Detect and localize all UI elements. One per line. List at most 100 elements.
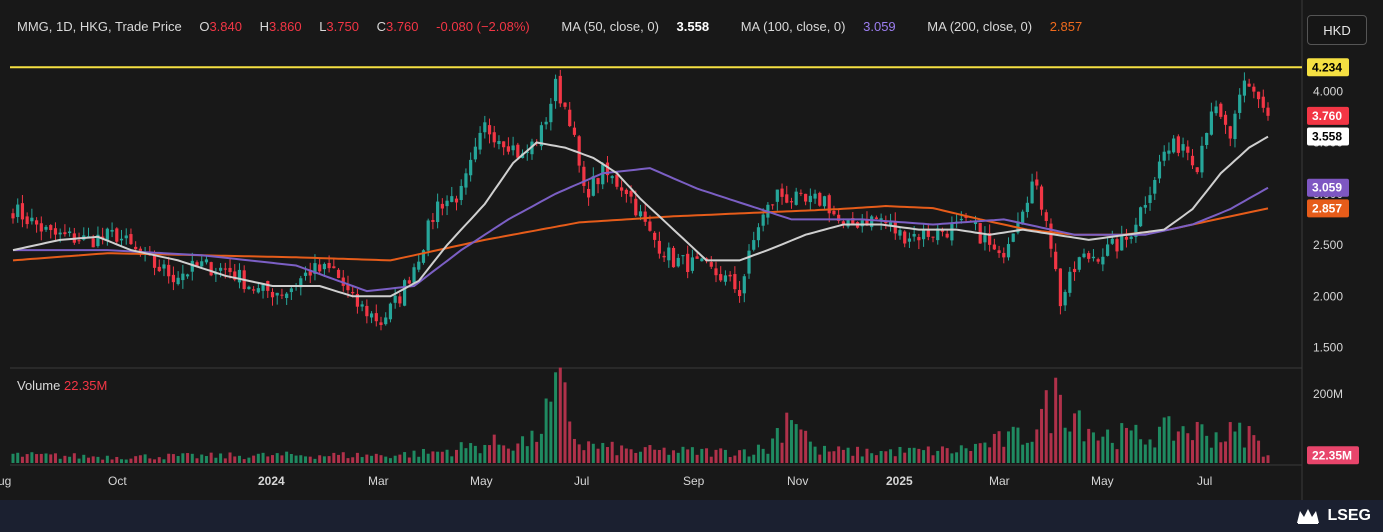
candle-body	[988, 233, 992, 245]
candle	[563, 102, 567, 110]
candle	[827, 193, 831, 223]
candle-body	[322, 263, 326, 270]
volume-bar	[940, 446, 944, 463]
ma50-line	[12, 135, 1269, 298]
candle-body	[34, 220, 39, 225]
candle	[478, 126, 482, 155]
volume-bar	[285, 451, 289, 463]
candle-body	[1025, 202, 1029, 212]
candle	[997, 245, 1001, 258]
volume-bar	[58, 458, 62, 463]
candle-body	[327, 262, 331, 269]
candle	[719, 266, 723, 283]
candle-body	[1143, 204, 1147, 208]
volume-bar	[341, 452, 345, 463]
candle	[190, 252, 194, 281]
candle	[124, 228, 128, 245]
candle	[115, 227, 119, 245]
volume-bar	[242, 459, 246, 463]
y-tick-label: 1.500	[1313, 341, 1343, 355]
candle-body	[384, 317, 388, 325]
volume-bar	[488, 445, 492, 463]
volume-bar	[643, 447, 647, 463]
volume-bar	[1068, 431, 1072, 463]
volume-bar	[1087, 428, 1091, 463]
price-chart[interactable]: 4.0003.5003.0002.5002.0001.500200M4.2343…	[0, 0, 1383, 500]
volume-bar	[105, 455, 109, 463]
volume-bar	[742, 449, 746, 463]
candle-body	[421, 250, 426, 263]
candle-body	[252, 289, 256, 291]
candle-body	[742, 276, 746, 294]
candle	[1058, 268, 1063, 315]
candle-body	[624, 189, 628, 194]
volume-bar	[91, 456, 95, 463]
price-label-ma100: 3.059	[1307, 178, 1349, 197]
volume-bar	[662, 447, 666, 463]
x-tick-label: May	[470, 474, 493, 488]
candle	[822, 195, 827, 209]
volume-bar	[1157, 426, 1161, 463]
volume-bar	[25, 454, 29, 463]
candle-body	[917, 237, 921, 241]
candle-body	[912, 233, 916, 237]
candle-body	[1006, 244, 1011, 258]
chart-legend: MMG, 1D, HKG, Trade Price O3.840 H3.860 …	[17, 19, 1082, 34]
volume-bar	[733, 455, 737, 463]
candle-body	[865, 219, 869, 226]
volume-bar	[837, 446, 841, 463]
volume-bar	[544, 398, 548, 463]
candle-body	[1039, 186, 1044, 210]
currency-button[interactable]: HKD	[1307, 15, 1367, 45]
candle	[1139, 206, 1143, 228]
candle-body	[629, 190, 633, 197]
candle	[549, 98, 553, 131]
candle	[1049, 218, 1053, 258]
candle	[582, 161, 586, 193]
volume-bar	[558, 367, 562, 463]
candle-body	[700, 258, 704, 262]
candle-body	[1120, 234, 1124, 251]
candle-body	[1096, 259, 1100, 262]
candle	[879, 213, 883, 231]
candle	[771, 204, 775, 210]
candle	[931, 236, 935, 243]
candle-body	[134, 246, 138, 250]
volume-bar	[407, 457, 411, 463]
candle	[318, 257, 322, 275]
candle	[450, 186, 454, 203]
candle	[110, 222, 114, 238]
volume-bar	[473, 445, 477, 463]
candle-body	[91, 238, 95, 248]
candle	[1148, 186, 1152, 211]
candle-body	[223, 268, 227, 270]
volume-bar	[1021, 444, 1025, 463]
volume-bar	[1148, 439, 1152, 463]
candle-body	[1011, 233, 1015, 242]
price-label-text: 3.760	[1312, 109, 1342, 123]
candle-body	[799, 192, 803, 194]
candle	[431, 213, 435, 230]
candle	[955, 213, 959, 228]
candle-body	[96, 234, 100, 247]
volume-bar	[860, 456, 864, 463]
price-label-level: 4.234	[1307, 58, 1349, 77]
volume-bar	[657, 449, 661, 463]
candle-body	[440, 203, 444, 209]
candle-body	[1054, 251, 1058, 270]
candle	[907, 232, 912, 248]
candle	[454, 195, 459, 211]
x-tick-label: Mar	[368, 474, 389, 488]
volume-bar	[181, 453, 185, 463]
candle-body	[1252, 86, 1256, 92]
volume-tick-label: 200M	[1313, 387, 1343, 401]
volume-bar	[587, 441, 591, 463]
volume-bar	[723, 449, 727, 463]
candle-body	[596, 178, 600, 185]
candle	[181, 264, 185, 289]
candle	[1002, 247, 1006, 264]
candle-body	[402, 280, 407, 306]
ma100-line	[13, 167, 1269, 293]
high-value: 3.860	[269, 19, 302, 34]
candle	[870, 214, 874, 231]
